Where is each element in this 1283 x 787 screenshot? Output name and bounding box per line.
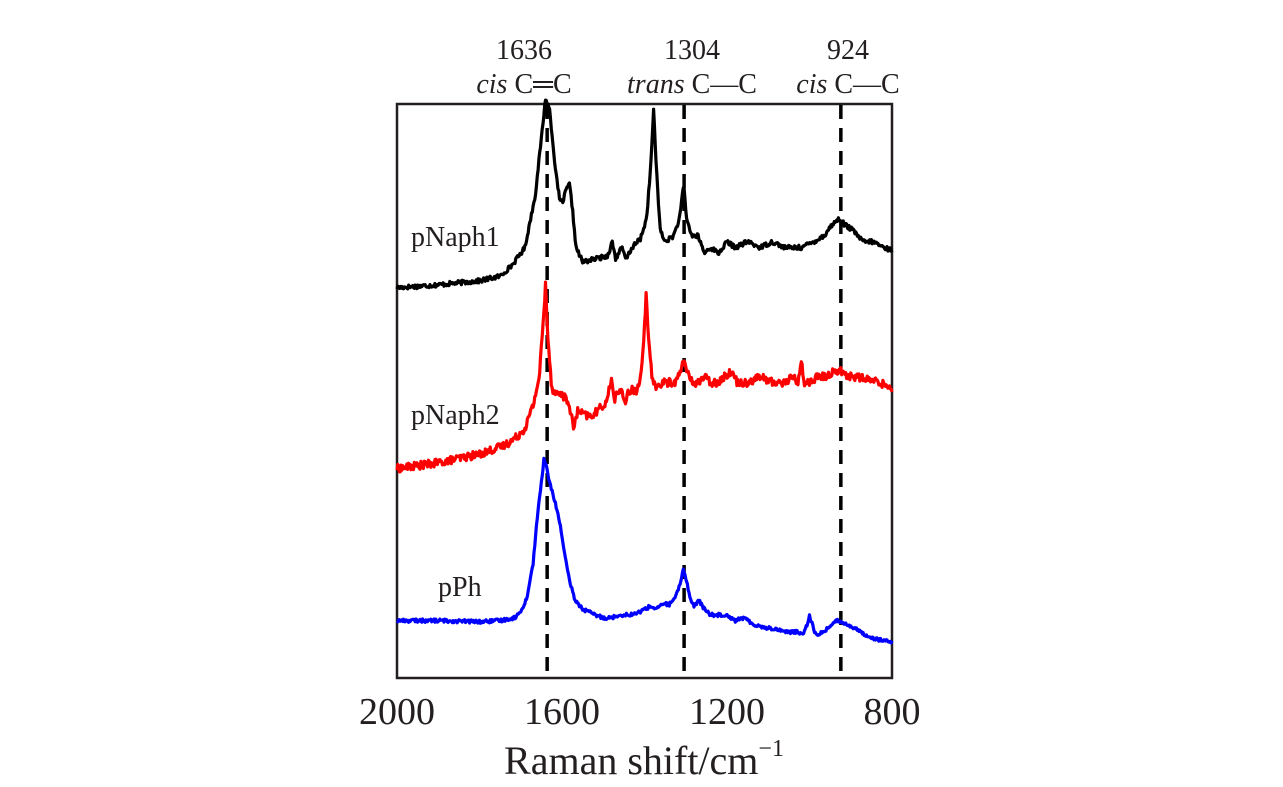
x-axis-title-superscript: −1: [758, 736, 784, 762]
peak-label: trans C—C: [627, 69, 757, 100]
peak-number: 1636: [496, 35, 552, 66]
peak-prefix: trans: [627, 69, 685, 100]
x-tick-label: 800: [864, 691, 921, 733]
peak-label: cis C—C: [796, 69, 899, 100]
series-traces: [395, 98, 894, 645]
x-tick-label: 1200: [689, 691, 765, 733]
series-label-pph: pPh: [438, 572, 482, 603]
x-axis-title: Raman shift/cm−1: [504, 736, 784, 783]
x-axis-title-text: Raman shift/cm: [504, 738, 758, 783]
peak-annotation-1304: 1304 trans C—C: [627, 35, 757, 100]
trace-pph: [396, 456, 894, 645]
reference-lines: [545, 105, 843, 678]
peak-bond: C—C: [692, 69, 757, 100]
series-label-pnaph2: pNaph2: [411, 400, 500, 431]
peak-label: cis C═C: [476, 69, 571, 100]
series-label-pnaph1: pNaph1: [411, 222, 500, 253]
x-axis-ticks: 2000 1600 1200 800: [359, 691, 921, 733]
peak-prefix: cis: [796, 69, 827, 100]
peak-annotation-1636: 1636 cis C═C: [476, 35, 571, 100]
peak-annotation-924: 924 cis C—C: [796, 35, 899, 100]
peak-number: 1304: [664, 35, 720, 66]
peak-prefix: cis: [476, 69, 507, 100]
peak-bond: C—C: [834, 69, 899, 100]
trace-pnaph1: [395, 98, 894, 291]
x-tick-label: 2000: [359, 691, 435, 733]
peak-number: 924: [827, 35, 869, 66]
trace-pnaph2: [395, 280, 894, 474]
x-tick-label: 1600: [524, 691, 600, 733]
peak-bond: C═C: [514, 69, 571, 100]
